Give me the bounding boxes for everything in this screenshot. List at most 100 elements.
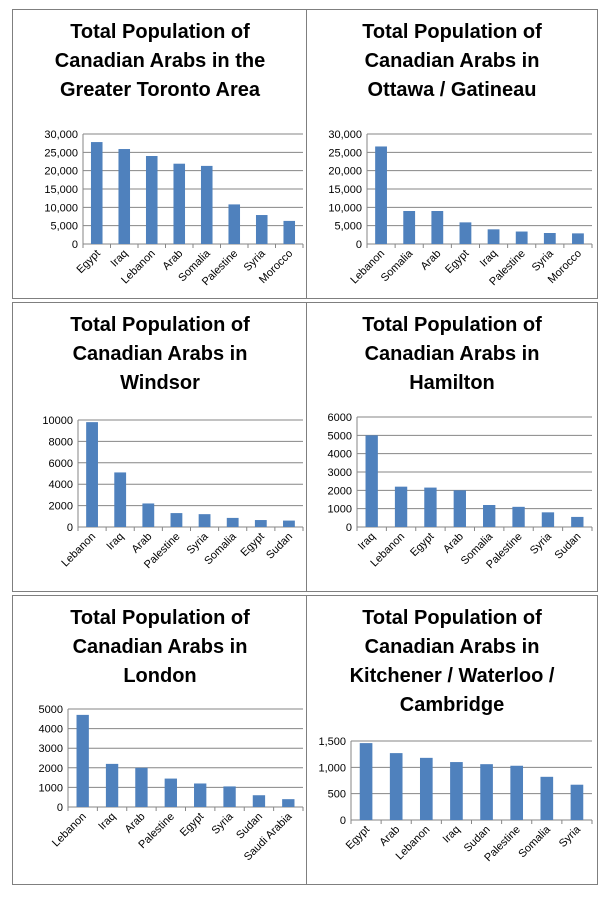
x-tick-label: Lebanon — [348, 248, 387, 287]
bar — [389, 753, 403, 820]
bar — [86, 422, 98, 527]
chart-panel-london: Total Population of Canadian Arabs in Lo… — [12, 595, 308, 885]
y-tick-label: 5,000 — [50, 221, 78, 233]
y-tick-label: 4000 — [49, 479, 73, 491]
bar — [365, 435, 378, 527]
chart-title: Total Population of Canadian Arabs in Ot… — [362, 21, 542, 101]
bar — [135, 767, 148, 807]
y-tick-label: 3000 — [328, 467, 352, 479]
x-tick-label: Arab — [419, 248, 444, 273]
bar-chart: 0 5,000 10,000 15,000 20,000 25,000 30,000 Egyp… — [44, 129, 304, 288]
bar — [570, 784, 584, 820]
x-tick-label: Arab — [160, 248, 185, 273]
bar — [450, 762, 463, 820]
bar — [540, 776, 554, 820]
x-tick-label: Arab — [130, 531, 155, 556]
bar — [252, 795, 266, 807]
x-tick-label: Somalia — [202, 530, 239, 567]
x-tick-label: Arab — [441, 531, 466, 556]
y-tick-label: 8000 — [49, 436, 73, 448]
bar — [571, 516, 584, 527]
bar — [254, 520, 267, 527]
bar — [543, 233, 556, 244]
bar-chart: 0 5,000 10,000 15,000 20,000 25,000 30,000 Leba… — [328, 129, 593, 288]
bar — [200, 165, 213, 244]
y-tick-label: 10,000 — [328, 202, 362, 214]
bar — [118, 149, 131, 244]
y-tick-label: 2000 — [49, 501, 73, 513]
y-tick-label: 1000 — [39, 782, 63, 794]
chart-panel-hamilton: Total Population of Canadian Arabs in Ha… — [306, 302, 598, 592]
x-tick-label: Egypt — [408, 531, 436, 559]
y-tick-label: 25,000 — [44, 147, 78, 159]
x-tick-label: Sudan — [264, 531, 295, 562]
y-tick-label: 5,000 — [334, 221, 362, 233]
chart-title: Total Population of Canadian Arabs in Ki… — [349, 607, 555, 716]
y-tick-label: 6000 — [49, 458, 73, 470]
bar — [541, 512, 555, 527]
y-tick-label: 20,000 — [328, 166, 362, 178]
bar — [114, 472, 127, 527]
y-tick-label: 4000 — [328, 449, 352, 461]
y-tick-label: 0 — [67, 522, 73, 534]
bar — [515, 231, 528, 244]
y-tick-label: 15,000 — [44, 184, 78, 196]
x-tick-label: Iraq — [104, 531, 126, 553]
bar — [228, 204, 241, 244]
x-tick-label: Iraq — [108, 248, 130, 270]
x-tick-label: Egypt — [74, 248, 102, 276]
bar — [459, 222, 472, 244]
x-tick-label: Egypt — [443, 248, 471, 276]
bar — [282, 799, 295, 807]
x-tick-label: Egypt — [178, 811, 206, 839]
bar — [173, 163, 186, 244]
y-tick-label: 0 — [340, 815, 346, 827]
x-tick-label: Somalia — [516, 823, 553, 860]
bar — [194, 783, 207, 807]
bar — [424, 487, 437, 527]
x-tick-label: Sudan — [552, 531, 583, 562]
y-tick-label: 5000 — [39, 704, 63, 716]
y-tick-label: 1000 — [328, 504, 352, 516]
y-tick-label: 6000 — [328, 412, 352, 424]
bar — [105, 763, 119, 807]
bar — [510, 765, 524, 820]
y-tick-label: 10000 — [42, 415, 73, 427]
y-tick-label: 4000 — [39, 724, 63, 736]
bar — [142, 503, 155, 527]
bar — [394, 486, 408, 527]
y-tick-label: 0 — [356, 239, 362, 251]
bar — [170, 513, 183, 527]
bar — [226, 517, 239, 527]
y-tick-label: 2000 — [39, 763, 63, 775]
chart-title: Total Population of Canadian Arabs in Wi… — [70, 314, 250, 394]
bar — [223, 786, 236, 807]
bar — [512, 506, 525, 527]
chart-panel-ottawa: Total Population of Canadian Arabs in Ot… — [306, 9, 598, 299]
chart-title: Total Population of Canadian Arabs in Ha… — [362, 314, 542, 394]
y-tick-label: 5000 — [328, 430, 352, 442]
y-tick-label: 3000 — [39, 743, 63, 755]
bar — [283, 520, 295, 527]
bar — [375, 146, 387, 244]
y-tick-label: 2000 — [328, 485, 352, 497]
bar — [76, 714, 89, 807]
y-tick-label: 10,000 — [44, 202, 78, 214]
y-tick-label: 0 — [72, 239, 78, 251]
bar — [483, 505, 496, 527]
bar — [403, 211, 416, 244]
chart-panel-windsor: Total Population of Canadian Arabs in Wi… — [12, 302, 308, 592]
x-tick-label: Iraq — [96, 811, 118, 833]
x-tick-label: Iraq — [356, 531, 378, 553]
bar — [145, 156, 158, 244]
chart-panel-kitchener: Total Population of Canadian Arabs in Ki… — [306, 595, 598, 885]
bar — [431, 211, 444, 244]
x-tick-label: Syria — [528, 530, 555, 557]
y-tick-label: 20,000 — [44, 166, 78, 178]
y-tick-label: 0 — [57, 802, 63, 814]
bar — [480, 764, 493, 820]
bar — [198, 514, 211, 527]
